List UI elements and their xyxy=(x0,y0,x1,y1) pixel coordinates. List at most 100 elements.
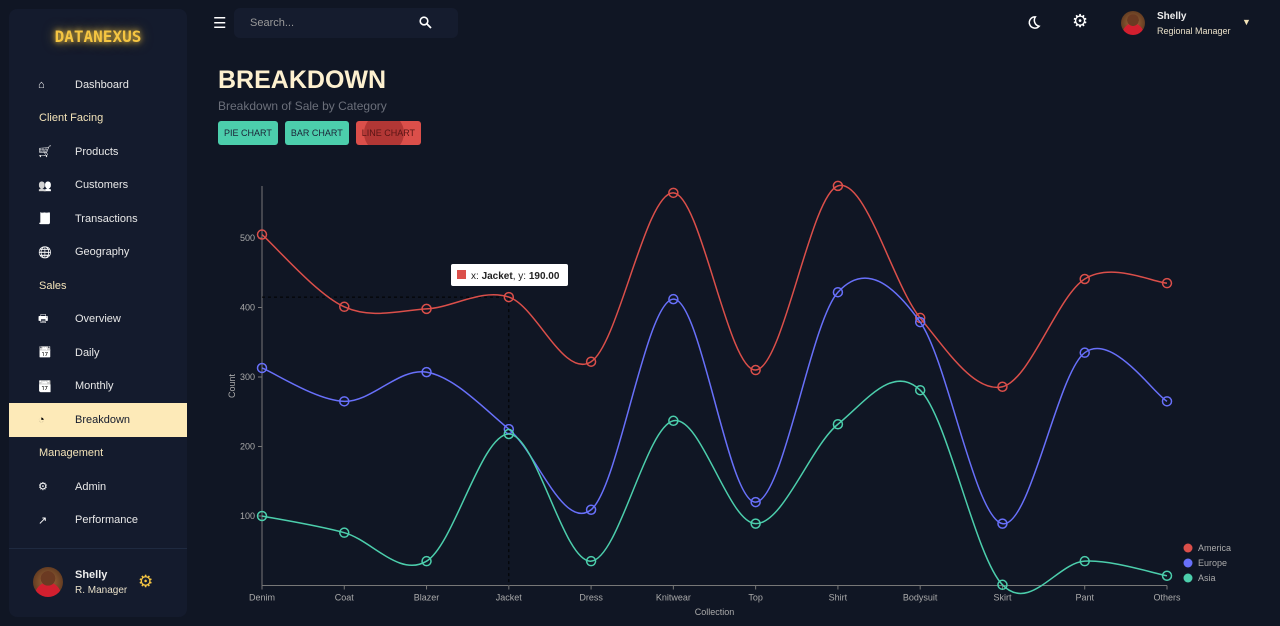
x-tick-label: Top xyxy=(748,593,763,603)
sidebar-item-label: Daily xyxy=(75,346,100,359)
data-point-america[interactable] xyxy=(832,180,844,192)
line-chart-label: LINE CHART xyxy=(361,128,416,138)
groups-icon: 👥 xyxy=(38,179,52,192)
x-axis-label: Collection xyxy=(695,607,735,617)
chart-type-buttons: PIE CHART BAR CHART LINE CHART xyxy=(218,121,422,145)
x-tick-label: Shirt xyxy=(829,593,848,603)
data-point-asia[interactable] xyxy=(421,555,432,567)
data-point-asia[interactable] xyxy=(997,579,1008,591)
data-point-asia[interactable] xyxy=(668,415,679,427)
legend-label[interactable]: America xyxy=(1198,543,1231,553)
data-point-america[interactable] xyxy=(585,356,597,367)
tooltip-swatch xyxy=(457,270,466,279)
sidebar-item-label: Performance xyxy=(75,514,138,527)
sidebar-item-transactions[interactable]: 🧾 Transactions xyxy=(9,202,187,236)
topbar: ☰ Search... ⚙ Shelly Regional Manager ▼ xyxy=(200,0,1280,46)
line-chart-button[interactable]: LINE CHART xyxy=(355,121,422,145)
avatar[interactable] xyxy=(33,567,63,597)
tooltip-y-label: , y: xyxy=(513,271,529,282)
data-point-asia[interactable] xyxy=(1161,570,1173,582)
sidebar-item-label: Monthly xyxy=(75,380,114,393)
sidebar-section-label: Management xyxy=(39,447,104,460)
chevron-down-icon[interactable]: ▼ xyxy=(1242,17,1251,27)
data-point-europe[interactable] xyxy=(997,518,1008,529)
sidebar-item-breakdown[interactable]: ◔ Breakdown xyxy=(9,403,187,437)
search-input[interactable]: Search... xyxy=(234,8,458,38)
sidebar-item-monthly[interactable]: 📆 Monthly xyxy=(9,370,187,404)
sidebar-item-label: Dashboard xyxy=(75,78,129,91)
settings-icon[interactable]: ⚙ xyxy=(1072,11,1089,31)
settings-icon[interactable]: ⚙ xyxy=(138,572,154,591)
data-point-europe[interactable] xyxy=(668,293,679,305)
y-tick-label: 500 xyxy=(240,233,255,243)
data-point-america[interactable] xyxy=(750,364,761,376)
data-point-europe[interactable] xyxy=(339,396,350,407)
dark-mode-icon[interactable] xyxy=(1026,15,1041,30)
sidebar-item-performance[interactable]: ↗ Performance xyxy=(9,504,187,538)
x-tick-label: Bodysuit xyxy=(903,593,938,603)
user-name: Shelly xyxy=(1157,11,1187,22)
data-point-asia[interactable] xyxy=(914,384,926,396)
data-point-america[interactable] xyxy=(503,291,515,303)
sidebar-nav: ⌂ Dashboard Client Facing 🛒 Products 👥 Custome… xyxy=(9,68,187,537)
menu-icon[interactable]: ☰ xyxy=(213,15,227,32)
sidebar-item-label: Geography xyxy=(75,246,130,259)
sidebar-item-label: Products xyxy=(75,145,119,158)
data-point-europe[interactable] xyxy=(1161,396,1173,407)
data-point-europe[interactable] xyxy=(1079,347,1090,358)
legend-label[interactable]: Europe xyxy=(1198,558,1227,568)
sidebar-item-daily[interactable]: 📅 Daily xyxy=(9,336,187,370)
data-point-asia[interactable] xyxy=(585,555,597,567)
data-point-america[interactable] xyxy=(1161,277,1173,289)
data-point-europe[interactable] xyxy=(503,423,515,435)
sidebar-item-label: Overview xyxy=(75,313,121,326)
sidebar-item-label: Admin xyxy=(75,480,107,493)
data-point-europe[interactable] xyxy=(421,366,432,378)
home-icon: ⌂ xyxy=(38,78,45,91)
search-icon[interactable] xyxy=(419,16,432,29)
receipt-icon: 🧾 xyxy=(38,213,52,226)
data-point-europe[interactable] xyxy=(256,362,268,374)
x-tick-label: Skirt xyxy=(993,593,1011,603)
data-point-europe[interactable] xyxy=(750,496,761,508)
x-tick-label: Dress xyxy=(579,593,603,603)
data-point-america[interactable] xyxy=(668,187,679,199)
data-point-america[interactable] xyxy=(914,312,926,324)
data-point-europe[interactable] xyxy=(585,504,597,515)
sidebar-item-overview[interactable]: 🖶 Overview xyxy=(9,303,187,337)
sidebar-item-label: Customers xyxy=(75,179,129,192)
sidebar-item-dashboard[interactable]: ⌂ Dashboard xyxy=(9,68,187,102)
data-point-europe[interactable] xyxy=(832,286,844,298)
sidebar-item-admin[interactable]: ⚙ Admin xyxy=(9,470,187,504)
sidebar-item-customers[interactable]: 👥 Customers xyxy=(9,169,187,203)
logo[interactable]: DATANEXUS xyxy=(54,27,142,46)
data-point-asia[interactable] xyxy=(1079,555,1090,567)
data-point-america[interactable] xyxy=(421,303,432,315)
data-point-america[interactable] xyxy=(1079,273,1090,285)
data-point-asia[interactable] xyxy=(256,510,268,522)
sidebar-item-label: Breakdown xyxy=(75,413,131,426)
sidebar: DATANEXUS ⌂ Dashboard Client Facing 🛒 Produc… xyxy=(9,9,187,617)
data-point-asia[interactable] xyxy=(832,419,844,430)
data-point-asia[interactable] xyxy=(503,428,515,440)
data-point-asia[interactable] xyxy=(750,518,761,529)
sidebar-item-products[interactable]: 🛒 Products xyxy=(9,135,187,169)
y-tick-label: 100 xyxy=(240,511,255,521)
trending-up-icon: ↗ xyxy=(38,514,48,527)
legend-label[interactable]: Asia xyxy=(1198,573,1216,583)
series-line-asia xyxy=(261,380,1168,595)
data-point-asia[interactable] xyxy=(339,527,350,538)
page-subtitle: Breakdown of Sale by Category xyxy=(218,99,387,113)
bar-chart-button[interactable]: BAR CHART xyxy=(284,121,349,145)
pie-chart-button[interactable]: PIE CHART xyxy=(218,121,278,145)
x-tick-label: Knitwear xyxy=(656,593,691,603)
data-point-america[interactable] xyxy=(256,229,268,240)
data-point-america[interactable] xyxy=(997,381,1008,392)
user-role: R. Manager xyxy=(75,585,128,596)
pie-chart-icon: ◔ xyxy=(38,413,45,426)
avatar[interactable] xyxy=(1121,11,1145,35)
data-point-europe[interactable] xyxy=(914,316,926,328)
series-line-america xyxy=(261,184,1168,389)
data-point-america[interactable] xyxy=(339,301,350,313)
sidebar-item-geography[interactable]: 🌐 Geography xyxy=(9,236,187,270)
